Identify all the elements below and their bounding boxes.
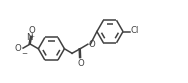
Text: −: − — [21, 51, 27, 57]
Text: Cl: Cl — [131, 26, 139, 35]
Text: +: + — [30, 34, 35, 39]
Text: O: O — [77, 59, 84, 68]
Text: N: N — [26, 33, 33, 42]
Text: O: O — [28, 26, 35, 35]
Text: O: O — [89, 40, 96, 49]
Text: O: O — [15, 44, 22, 53]
